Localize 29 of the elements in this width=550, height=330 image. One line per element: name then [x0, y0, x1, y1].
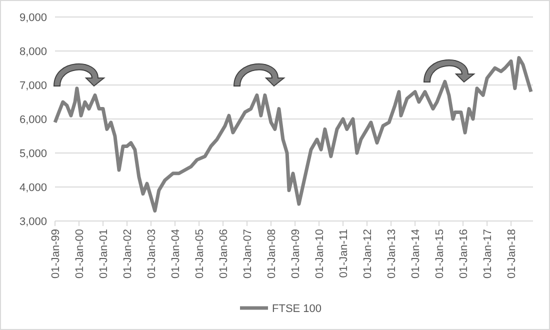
x-tick-label: 01-Jan-17	[482, 229, 494, 279]
x-tick-label: 01-Jan-10	[314, 229, 326, 279]
line-series	[53, 56, 533, 213]
x-tick-label: 01-Jan-02	[122, 229, 134, 279]
y-tick-label: 9,000	[19, 12, 47, 24]
x-tick-label: 01-Jan-12	[362, 229, 374, 279]
legend-label: FTSE 100	[272, 303, 322, 315]
x-tick-label: 01-Jan-11	[338, 229, 350, 278]
x-tick-label: 01-Jan-16	[458, 229, 470, 279]
x-tick-label: 01-Jan-13	[386, 229, 398, 279]
y-tick-label: 8,000	[19, 46, 47, 58]
x-tick-label: 01-Jan-07	[242, 229, 254, 279]
x-tick-label: 01-Jan-04	[170, 229, 182, 279]
x-tick-label: 01-Jan-99	[50, 229, 62, 279]
x-tick-label: 01-Jan-01	[98, 229, 110, 279]
x-tick-label: 01-Jan-18	[506, 229, 518, 279]
x-tick-label: 01-Jan-05	[194, 229, 206, 279]
x-tick-label: 01-Jan-00	[74, 229, 86, 279]
x-tick-label: 01-Jan-14	[410, 229, 422, 279]
x-tick-label: 01-Jan-08	[266, 229, 278, 279]
y-tick-label: 4,000	[19, 182, 47, 194]
y-tick-label: 7,000	[19, 80, 47, 92]
x-tick-label: 01-Jan-03	[146, 229, 158, 279]
x-tick-label: 01-Jan-15	[434, 229, 446, 279]
x-tick-label: 01-Jan-09	[290, 229, 302, 279]
y-tick-label: 5,000	[19, 148, 47, 160]
y-tick-label: 3,000	[19, 216, 47, 228]
y-tick-label: 6,000	[19, 114, 47, 126]
x-tick-label: 01-Jan-06	[218, 229, 230, 279]
